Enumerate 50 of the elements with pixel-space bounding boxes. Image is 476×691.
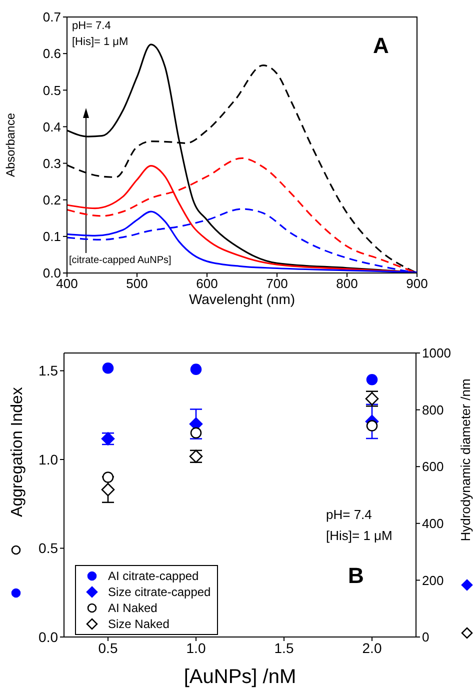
legend-label: AI Naked <box>108 601 158 615</box>
point <box>190 427 202 439</box>
x-tick-label: 0.5 <box>98 640 118 656</box>
y2-tick-label: 600 <box>422 459 444 474</box>
point <box>102 362 114 374</box>
point <box>366 374 378 386</box>
x-tick-label: 1.5 <box>274 640 294 656</box>
legend-label: AI citrate-capped <box>108 569 199 583</box>
y-tick-label: 0.2 <box>42 192 61 208</box>
annotation: B <box>348 563 364 588</box>
y-tick-label: 0.5 <box>38 540 58 556</box>
y2-tick-label: 800 <box>422 402 444 418</box>
point <box>101 482 115 496</box>
x-axis-title: [AuNPs] /nM <box>184 666 296 688</box>
annotation: [His]= 1 μM <box>72 36 128 48</box>
y-tick-label: 1.5 <box>38 362 58 379</box>
legend-label: Size citrate-capped <box>108 585 211 599</box>
x-tick-label: 800 <box>336 276 358 292</box>
x-tick-label: 2.0 <box>362 640 382 656</box>
legend-label: Size Naked <box>108 617 170 631</box>
annotation: pH= 7.4 <box>72 20 111 32</box>
point <box>190 364 202 375</box>
y-tick-label: 0.1 <box>42 229 61 244</box>
y-axis-title: Absorbance <box>3 112 18 178</box>
y2-tick-label: 1000 <box>422 346 451 361</box>
y-tick-label: 0.7 <box>42 10 61 25</box>
point <box>102 472 114 483</box>
y-tick-label: 0.0 <box>38 628 58 645</box>
x-tick-label: 700 <box>266 276 288 292</box>
y2-tick-label: 0 <box>422 630 430 645</box>
annotation: [citrate-capped AuNPs] <box>69 255 172 266</box>
y2-axis-title: Hydrodynamic diameter /nm <box>458 378 473 542</box>
y-tick-label: 0.0 <box>42 266 61 281</box>
x-tick-label: 500 <box>126 276 148 292</box>
y2-tick-label: 200 <box>422 572 444 588</box>
y2-tick-label: 400 <box>422 516 444 532</box>
x-tick-label: 1.0 <box>186 640 206 656</box>
point <box>366 420 378 432</box>
annotation: [His]= 1 μM <box>326 528 392 543</box>
y-tick-label: 0.3 <box>42 156 61 171</box>
annotation: pH= 7.4 <box>326 507 372 522</box>
y-axis-title: Aggregation Index <box>9 387 26 517</box>
x-tick-label: 900 <box>406 276 428 292</box>
x-axis-title: Wavelenght (nm) <box>188 291 296 307</box>
y-tick-label: 0.5 <box>42 82 61 98</box>
y-tick-label: 0.6 <box>42 46 61 62</box>
y-tick-label: 1.0 <box>38 451 58 468</box>
annotation: A <box>373 33 389 58</box>
x-tick-label: 600 <box>196 276 218 292</box>
y-tick-label: 0.4 <box>42 119 61 134</box>
